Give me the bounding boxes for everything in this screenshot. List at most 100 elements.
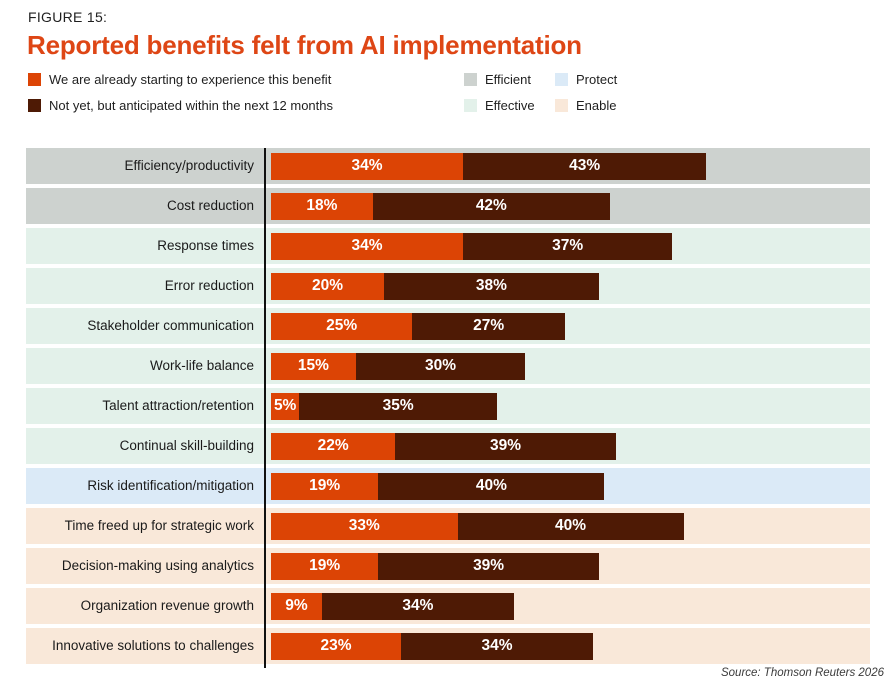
stacked-bar-chart: Efficiency/productivity 34% 43% Cost reduct…	[26, 148, 870, 668]
bar-segment-anticipated: 40%	[457, 512, 684, 540]
bar-segment-anticipated: 39%	[395, 432, 616, 460]
chart-row: Talent attraction/retention 5% 35%	[26, 388, 870, 424]
category-label: Efficiency/productivity	[124, 157, 254, 173]
bar-plot-area: 23% 34%	[271, 632, 870, 660]
page-title: Reported benefits felt from AI implement…	[27, 30, 582, 60]
bar-segment-anticipated: 34%	[321, 592, 514, 620]
bar-plot-area: 22% 39%	[271, 432, 870, 460]
chart-row: Stakeholder communication 25% 27%	[26, 308, 870, 344]
legend-swatch-current-benefit	[28, 72, 41, 86]
bar-plot-area: 19% 40%	[271, 472, 870, 500]
bar-segment-current-benefit: 33%	[271, 512, 458, 540]
category-label: Work-life balance	[149, 357, 254, 373]
bar-value-label: 19%	[309, 477, 341, 494]
legend-swatch-efficient	[464, 72, 477, 86]
legend-item-efficient: Efficient	[464, 71, 555, 87]
category-label: Organization revenue growth	[80, 597, 254, 613]
bar-plot-area: 9% 34%	[271, 592, 870, 620]
legend-label-anticipated: Not yet, but anticipated within the next…	[49, 97, 334, 113]
legend-swatch-anticipated	[28, 98, 41, 112]
legend-label-enable: Enable	[576, 97, 617, 113]
legend-swatch-protect	[555, 72, 568, 86]
bar-value-label: 34%	[402, 597, 434, 614]
bar-segment-anticipated: 43%	[463, 152, 707, 180]
bar-segment-current-benefit: 9%	[271, 592, 322, 620]
chart-row: Work-life balance 15% 30%	[26, 348, 870, 384]
chart-row: Continual skill-building 22% 39%	[26, 428, 870, 464]
bar-segment-current-benefit: 5%	[271, 392, 300, 420]
legend-item-anticipated: Not yet, but anticipated within the next…	[28, 97, 334, 113]
category-label: Cost reduction	[166, 197, 254, 213]
chart-row: Decision-making using analytics 19% 39%	[26, 548, 870, 584]
bar-segment-anticipated: 27%	[412, 312, 565, 340]
bar-value-label: 40%	[475, 477, 507, 494]
legend-item-protect: Protect	[555, 71, 675, 87]
bar-value-label: 27%	[473, 317, 505, 334]
bar-segment-current-benefit: 18%	[271, 192, 373, 220]
chart-row: Time freed up for strategic work 33% 40%	[26, 508, 870, 544]
category-label: Decision-making using analytics	[61, 557, 254, 573]
chart-row: Organization revenue growth 9% 34%	[26, 588, 870, 624]
bar-value-label: 34%	[351, 237, 383, 254]
chart-row: Efficiency/productivity 34% 43%	[26, 148, 870, 184]
legend-label-protect: Protect	[576, 71, 618, 87]
bar-segment-current-benefit: 22%	[271, 432, 396, 460]
bar-value-label: 33%	[348, 517, 380, 534]
bar-segment-anticipated: 35%	[299, 392, 498, 420]
category-label: Time freed up for strategic work	[64, 517, 254, 533]
bar-plot-area: 19% 39%	[271, 552, 870, 580]
bar-value-label: 22%	[317, 437, 349, 454]
bar-value-label: 15%	[297, 357, 329, 374]
bar-value-label: 39%	[473, 557, 505, 574]
bar-segment-current-benefit: 15%	[271, 352, 356, 380]
bar-plot-area: 25% 27%	[271, 312, 870, 340]
bar-segment-current-benefit: 19%	[271, 552, 379, 580]
bar-value-label: 34%	[481, 637, 513, 654]
bar-plot-area: 34% 43%	[271, 152, 870, 180]
group-legend: Efficient Protect Effective Enable	[464, 71, 675, 113]
bar-value-label: 25%	[326, 317, 358, 334]
bar-value-label: 19%	[309, 557, 341, 574]
bar-segment-anticipated: 40%	[378, 472, 605, 500]
category-label: Continual skill-building	[119, 437, 254, 453]
bar-segment-anticipated: 34%	[401, 632, 594, 660]
category-label: Error reduction	[164, 277, 254, 293]
legend-item-effective: Effective	[464, 98, 555, 113]
chart-row: Response times 34% 37%	[26, 228, 870, 264]
bar-value-label: 18%	[306, 197, 338, 214]
chart-row: Cost reduction 18% 42%	[26, 188, 870, 224]
bar-segment-anticipated: 37%	[463, 232, 673, 260]
axis-line	[264, 148, 266, 668]
bar-segment-current-benefit: 19%	[271, 472, 379, 500]
series-legend: We are already starting to experience th…	[28, 72, 333, 124]
chart-row: Innovative solutions to challenges 23% 34%	[26, 628, 870, 664]
bar-value-label: 30%	[425, 357, 457, 374]
bar-segment-anticipated: 30%	[355, 352, 526, 380]
bar-value-label: 9%	[285, 597, 308, 614]
bar-plot-area: 18% 42%	[271, 192, 870, 220]
chart-rows: Efficiency/productivity 34% 43% Cost reduct…	[26, 148, 870, 664]
bar-plot-area: 5% 35%	[271, 392, 870, 420]
bar-value-label: 34%	[351, 157, 383, 174]
bar-plot-area: 33% 40%	[271, 512, 870, 540]
bar-value-label: 37%	[552, 237, 584, 254]
bar-segment-current-benefit: 20%	[271, 272, 384, 300]
legend-item-enable: Enable	[555, 97, 675, 113]
bar-value-label: 5%	[273, 397, 297, 414]
category-label: Innovative solutions to challenges	[52, 637, 254, 653]
bar-value-label: 38%	[475, 277, 507, 294]
bar-segment-anticipated: 42%	[372, 192, 610, 220]
bar-segment-current-benefit: 34%	[271, 152, 464, 180]
bar-value-label: 39%	[489, 437, 521, 454]
bar-plot-area: 34% 37%	[271, 232, 870, 260]
bar-value-label: 40%	[554, 517, 587, 534]
legend-label-efficient: Efficient	[485, 71, 532, 87]
source-note: Source: Thomson Reuters 2026	[720, 667, 884, 679]
bar-value-label: 43%	[569, 157, 601, 174]
bar-value-label: 35%	[382, 397, 414, 414]
category-label: Risk identification/mitigation	[87, 477, 254, 493]
category-label: Response times	[157, 237, 254, 253]
chart-row: Error reduction 20% 38%	[26, 268, 870, 304]
bar-segment-anticipated: 39%	[378, 552, 599, 580]
legend-item-current-benefit: We are already starting to experience th…	[28, 72, 333, 87]
